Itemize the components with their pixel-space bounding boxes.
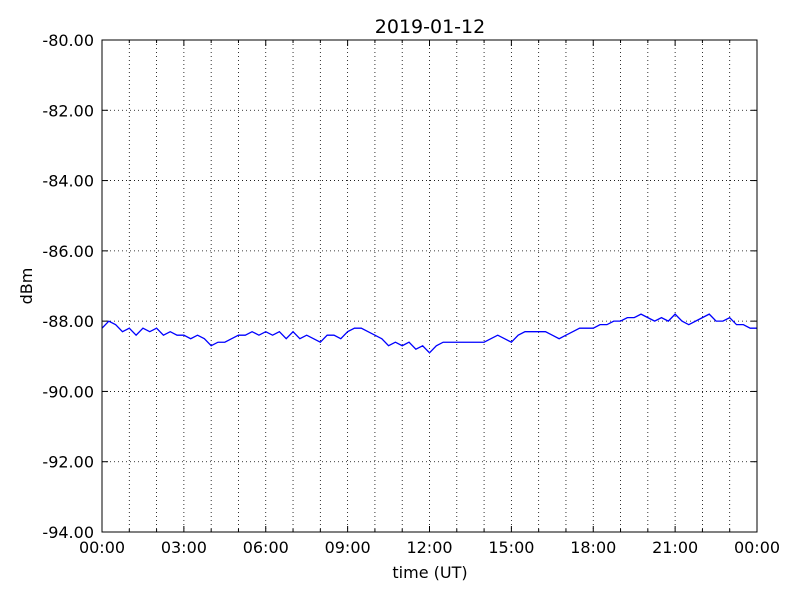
y-tick-label: -86.00 — [42, 242, 94, 261]
data-line — [101, 313, 757, 354]
x-tick-label: 00:00 — [79, 538, 125, 557]
x-tick-label: 06:00 — [243, 538, 289, 557]
x-tick-label: 12:00 — [406, 538, 452, 557]
y-tick-label: -92.00 — [42, 453, 94, 472]
x-tick-label: 18:00 — [570, 538, 616, 557]
y-tick-label: -88.00 — [42, 312, 94, 331]
y-tick-label: -84.00 — [42, 172, 94, 191]
x-tick-label: 03:00 — [161, 538, 207, 557]
y-tick-label: -80.00 — [42, 31, 94, 50]
x-axis-label: time (UT) — [392, 563, 467, 582]
x-tick-label: 15:00 — [488, 538, 534, 557]
x-tick-label: 21:00 — [652, 538, 698, 557]
plot-frame — [101, 39, 758, 533]
y-tick-label: -90.00 — [42, 382, 94, 401]
y-tick-label: -82.00 — [42, 101, 94, 120]
y-axis-label: dBm — [17, 268, 36, 305]
x-tick-label: 09:00 — [325, 538, 371, 557]
chart-title: 2019-01-12 — [375, 16, 485, 38]
x-tick-label: 00:00 — [734, 538, 780, 557]
y-tick-label: -94.00 — [42, 523, 94, 542]
